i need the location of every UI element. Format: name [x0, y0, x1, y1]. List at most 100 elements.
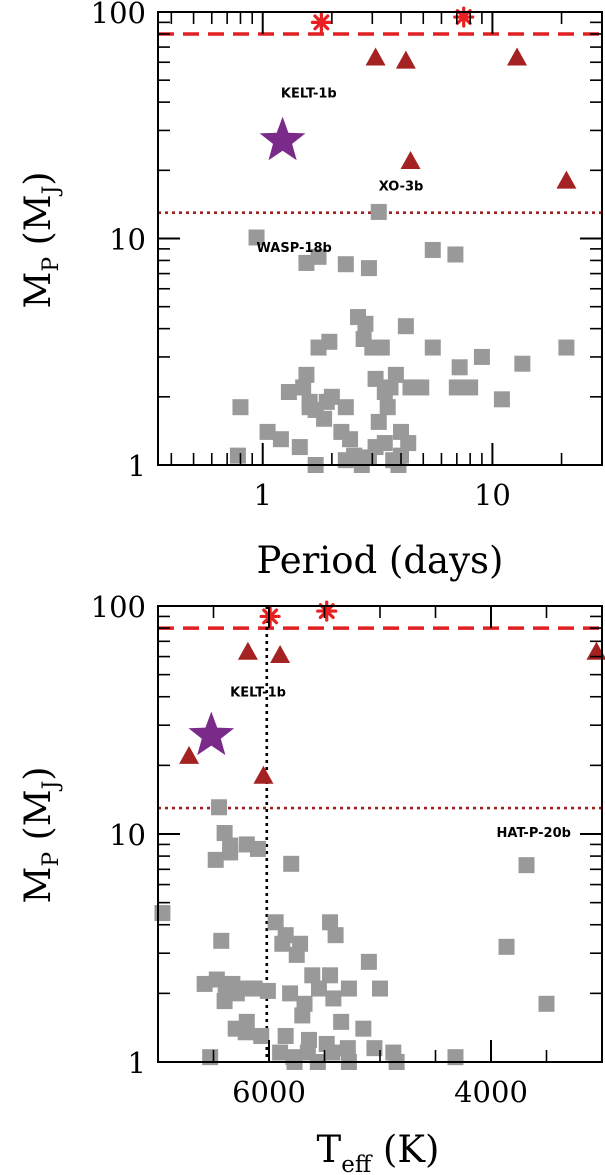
teff-mass-square-point-20 — [196, 975, 213, 992]
period-mass-panel: KELT-1b XO-3b WASP-18b 1 10 100 1 10 Period (d… — [18, 0, 603, 582]
period-mass-square-point-48 — [229, 447, 246, 464]
period-mass-square-point-38 — [259, 423, 276, 440]
period-mass-y-label-sub1: P — [39, 257, 64, 272]
period-mass-ticks: 1 10 100 1 10 — [91, 0, 602, 512]
teff-mass-square-point-27 — [259, 982, 276, 999]
teff-mass-asterisk-point-1 — [316, 600, 338, 622]
period-mass-triangle-point-2 — [507, 47, 528, 66]
teff-mass-y-label-open: (M — [18, 789, 59, 851]
teff-mass-square-point-30 — [322, 967, 339, 984]
period-mass-square-point-33 — [413, 379, 430, 396]
period-mass-square-point-27 — [337, 399, 354, 416]
teff-mass-square-point-18 — [360, 953, 377, 970]
period-mass-square-point-46 — [379, 399, 396, 416]
teff-mass-square-point-9 — [154, 905, 171, 922]
teff-mass-square-point-19 — [498, 938, 515, 955]
teff-mass-x-label-main: T — [317, 1128, 342, 1171]
teff-mass-square-point-43 — [253, 1028, 270, 1045]
teff-mass-square-point-10 — [267, 914, 284, 931]
teff-mass-square-point-39 — [294, 1007, 311, 1024]
teff-mass-square-point-5 — [207, 851, 224, 868]
teff-mass-square-point-17 — [288, 946, 305, 963]
period-mass-marks: KELT-1b XO-3b WASP-18b — [158, 6, 602, 473]
period-mass-square-point-34 — [448, 379, 465, 396]
teff-mass-triangle-point-4 — [253, 765, 274, 784]
period-mass-square-point-58 — [400, 435, 417, 452]
teff-mass-triangle-point-1 — [270, 644, 291, 663]
period-mass-square-point-49 — [291, 439, 308, 456]
period-mass-square-point-17 — [451, 359, 468, 376]
teff-mass-y-axis-label: MP (MJ) — [18, 767, 64, 904]
period-mass-annotation-1: XO-3b — [379, 179, 424, 194]
teff-mass-y-label-main: M — [18, 867, 59, 904]
teff-mass-square-point-14 — [274, 935, 291, 952]
period-mass-square-point-4 — [360, 260, 377, 277]
period-mass-y-label-sub2: J — [39, 186, 64, 197]
teff-mass-x-label-rest: (K) — [371, 1128, 439, 1171]
period-mass-square-point-45 — [370, 413, 387, 430]
period-mass-y-label-close: ) — [18, 172, 59, 186]
teff-mass-square-point-32 — [340, 980, 357, 997]
teff-mass-square-point-34 — [304, 967, 321, 984]
period-mass-x-tick-label-0: 1 — [253, 478, 271, 512]
teff-mass-square-point-13 — [327, 927, 344, 944]
period-mass-square-point-42 — [316, 410, 333, 427]
period-mass-y-label-open: (M — [18, 194, 59, 256]
teff-mass-square-point-0 — [211, 799, 228, 816]
period-mass-square-point-3 — [337, 256, 354, 273]
teff-mass-square-point-4 — [249, 840, 266, 857]
teff-mass-x-label-sub: eff — [341, 1152, 373, 1175]
period-mass-y-label-main: M — [18, 272, 59, 309]
period-mass-y-tick-label-0: 1 — [128, 449, 146, 483]
period-mass-square-point-2 — [310, 248, 327, 265]
teff-mass-ticks: 1 10 100 6000 4000 — [91, 590, 603, 1109]
period-mass-x-tick-label-1: 10 — [474, 478, 511, 512]
teff-mass-square-point-28 — [282, 985, 299, 1002]
teff-mass-square-point-8 — [518, 857, 535, 874]
teff-mass-square-point-52 — [324, 1044, 341, 1061]
teff-mass-square-point-12 — [322, 914, 339, 931]
period-mass-square-point-20 — [558, 339, 575, 356]
teff-mass-square-point-54 — [366, 1040, 383, 1057]
period-mass-square-point-23 — [295, 379, 312, 396]
teff-mass-square-point-6 — [222, 844, 239, 861]
period-mass-square-point-6 — [424, 241, 441, 258]
teff-mass-triangle-point-2 — [586, 641, 605, 660]
teff-mass-y-label-sub1: P — [39, 852, 64, 867]
period-mass-square-point-55 — [376, 435, 393, 452]
teff-mass-x-axis-label: Teff (K) — [317, 1128, 440, 1175]
period-mass-y-tick-label-2: 100 — [91, 0, 146, 30]
period-mass-square-point-15 — [321, 333, 338, 350]
teff-mass-x-tick-label-1: 4000 — [454, 1075, 528, 1109]
teff-mass-annotation-0: KELT-1b — [230, 686, 286, 701]
teff-mass-square-point-26 — [246, 980, 263, 997]
teff-mass-square-point-16 — [213, 932, 230, 949]
teff-mass-square-point-40 — [333, 1013, 350, 1030]
period-mass-square-point-13 — [397, 318, 414, 335]
period-mass-square-point-21 — [280, 384, 297, 401]
teff-mass-square-point-37 — [216, 993, 233, 1010]
teff-mass-square-point-36 — [538, 995, 555, 1012]
teff-mass-square-point-7 — [283, 855, 300, 872]
period-mass-asterisk-point-0 — [310, 11, 332, 33]
teff-mass-square-point-44 — [277, 1028, 294, 1045]
teff-mass-y-tick-label-2: 100 — [91, 590, 146, 624]
teff-mass-annotation-1: HAT-P-20b — [497, 826, 571, 841]
period-mass-square-point-0 — [248, 229, 265, 246]
period-mass-square-point-28 — [367, 370, 384, 387]
teff-mass-x-tick-label-0: 6000 — [232, 1075, 306, 1109]
period-mass-triangle-point-0 — [365, 47, 386, 66]
period-mass-square-point-1 — [298, 254, 315, 271]
period-mass-annotation-0: KELT-1b — [281, 86, 337, 101]
teff-mass-square-point-42 — [237, 1024, 254, 1041]
teff-mass-square-point-1 — [216, 825, 233, 842]
period-mass-square-point-30 — [382, 379, 399, 396]
period-mass-triangle-point-1 — [395, 50, 416, 69]
period-mass-square-point-9 — [357, 315, 374, 332]
teff-mass-square-point-47 — [355, 1020, 372, 1037]
period-mass-square-point-22 — [298, 366, 315, 383]
period-mass-annotation-2: WASP-18b — [257, 241, 332, 256]
period-mass-square-point-39 — [272, 431, 289, 448]
teff-mass-marks: KELT-1b HAT-P-20b — [154, 600, 605, 1070]
period-mass-square-point-37 — [232, 399, 249, 416]
